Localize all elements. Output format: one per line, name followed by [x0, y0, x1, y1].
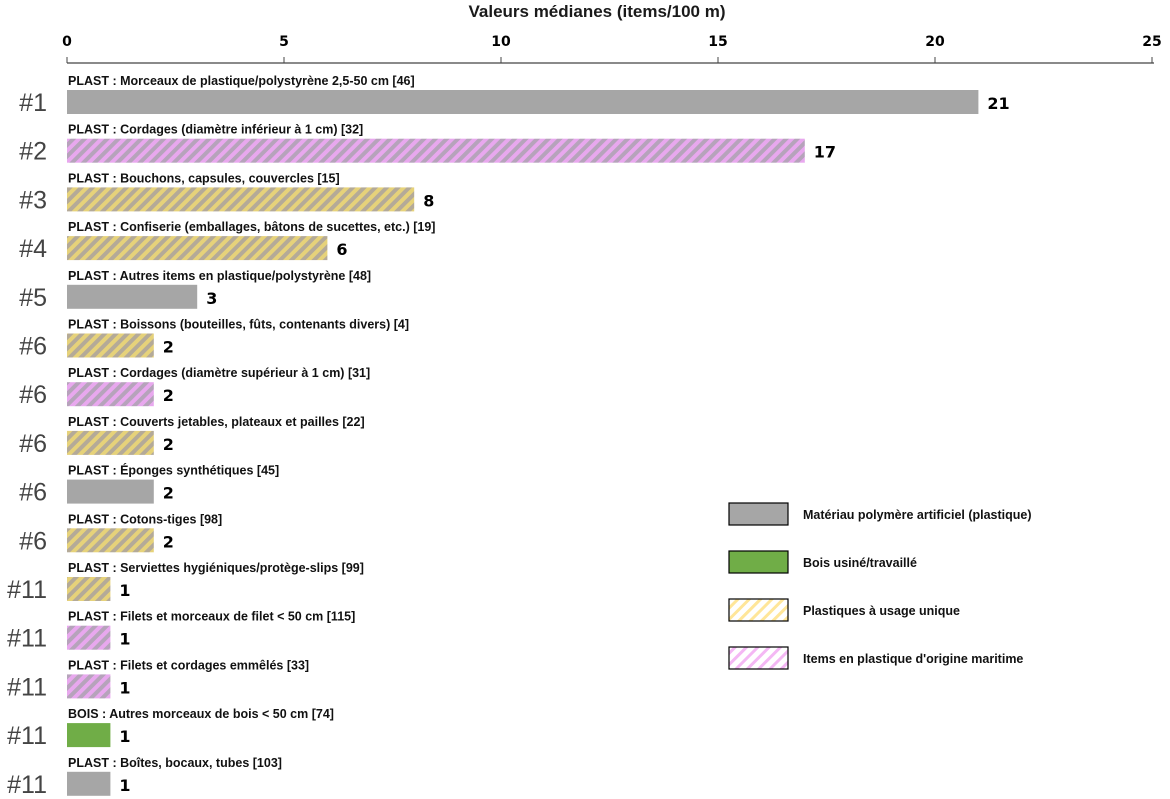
bar-value-label: 8 — [423, 191, 434, 210]
legend-swatch — [728, 502, 789, 526]
rank-label: #6 — [19, 333, 47, 361]
rank-label: #4 — [19, 235, 47, 263]
bar-row: BOIS : Autres morceaux de bois < 50 cm [… — [7, 707, 334, 750]
bar-row: PLAST : Morceaux de plastique/polystyrèn… — [19, 74, 1009, 117]
legend-label: Plastiques à usage unique — [803, 604, 960, 618]
bar-value-label: 2 — [163, 338, 174, 357]
bar-category-label: PLAST : Morceaux de plastique/polystyrèn… — [68, 74, 415, 88]
legend-label: Items en plastique d'origine maritime — [803, 652, 1023, 666]
bar-row: PLAST : Cordages (diamètre supérieur à 1… — [19, 366, 370, 409]
bar-row: PLAST : Bouchons, capsules, couvercles [… — [19, 171, 434, 214]
legend-item: Matériau polymère artificiel (plastique) — [728, 502, 1032, 526]
bar-row: PLAST : Serviettes hygiéniques/protège-s… — [7, 561, 364, 604]
x-axis-ticks: 0 5 10 15 20 25 — [62, 34, 1162, 63]
legend-swatch — [728, 646, 789, 670]
bar-row: PLAST : Boissons (bouteilles, fûts, cont… — [19, 318, 409, 361]
bar-value-label: 21 — [987, 94, 1009, 113]
x-tick-label: 0 — [62, 34, 72, 50]
legend-item: Items en plastique d'origine maritime — [728, 646, 1023, 670]
bar — [67, 90, 979, 114]
rank-label: #11 — [7, 673, 47, 701]
bar-row: PLAST : Filets et morceaux de filet < 50… — [7, 610, 355, 653]
bar-category-label: PLAST : Cotons-tiges [98] — [68, 512, 222, 526]
bar-rows: PLAST : Morceaux de plastique/polystyrèn… — [7, 74, 1010, 799]
bar — [67, 236, 328, 261]
bar-category-label: PLAST : Éponges synthétiques [45] — [68, 463, 279, 478]
bar-row: PLAST : Éponges synthétiques [45] #6 2 — [19, 463, 279, 507]
legend-item: Bois usiné/travaillé — [728, 550, 917, 574]
bar — [67, 479, 154, 504]
legend-label: Bois usiné/travaillé — [803, 556, 917, 570]
bar — [67, 430, 154, 455]
legend-swatch — [728, 550, 789, 574]
bar-row: PLAST : Cotons-tiges [98] #6 2 — [19, 512, 222, 555]
bar-category-label: PLAST : Confiserie (emballages, bâtons d… — [68, 220, 435, 234]
bar-value-label: 1 — [119, 776, 130, 795]
bar — [67, 625, 111, 650]
legend-item: Plastiques à usage unique — [728, 598, 960, 622]
bar — [67, 187, 415, 212]
bar — [67, 333, 154, 358]
bar-value-label: 1 — [119, 678, 130, 697]
bar-value-label: 17 — [814, 143, 836, 162]
rank-label: #6 — [19, 381, 47, 409]
bar-value-label: 2 — [163, 484, 174, 503]
bar-row: PLAST : Boîtes, bocaux, tubes [103] #11 1 — [7, 756, 282, 799]
rank-label: #5 — [19, 284, 47, 312]
rank-label: #11 — [7, 722, 47, 750]
bar-value-label: 2 — [163, 435, 174, 454]
bar-category-label: PLAST : Filets et morceaux de filet < 50… — [68, 610, 355, 624]
rank-label: #3 — [19, 186, 47, 214]
rank-label: #2 — [19, 138, 47, 166]
bar-category-label: PLAST : Cordages (diamètre inférieur à 1… — [68, 123, 363, 137]
bar-value-label: 2 — [163, 386, 174, 405]
bar-category-label: PLAST : Autres items en plastique/polyst… — [68, 269, 371, 283]
rank-label: #6 — [19, 479, 47, 507]
x-axis-title: Valeurs médianes (items/100 m) — [468, 2, 725, 21]
bar-category-label: PLAST : Boissons (bouteilles, fûts, cont… — [68, 318, 409, 332]
rank-label: #6 — [19, 430, 47, 458]
legend-swatch — [728, 598, 789, 622]
bar-value-label: 1 — [119, 727, 130, 746]
bar-row: PLAST : Confiserie (emballages, bâtons d… — [19, 220, 435, 263]
bar-row: PLAST : Cordages (diamètre inférieur à 1… — [19, 123, 836, 166]
bar-category-label: PLAST : Cordages (diamètre supérieur à 1… — [68, 366, 370, 380]
bar — [67, 771, 111, 796]
bar — [67, 723, 111, 748]
bar — [67, 674, 111, 699]
bar — [67, 138, 805, 163]
rank-label: #11 — [7, 771, 47, 799]
rank-label: #1 — [19, 89, 47, 117]
bar — [67, 577, 111, 601]
x-tick-label: 15 — [708, 34, 727, 50]
bar-category-label: PLAST : Couverts jetables, plateaux et p… — [68, 415, 365, 429]
bar — [67, 528, 154, 553]
x-tick-label: 20 — [925, 34, 945, 50]
bar-value-label: 3 — [206, 289, 217, 308]
rank-label: #11 — [7, 576, 47, 604]
rank-label: #11 — [7, 625, 47, 653]
bar-category-label: PLAST : Filets et cordages emmêlés [33] — [68, 658, 309, 672]
bar-value-label: 1 — [119, 630, 130, 649]
bar — [67, 382, 154, 407]
x-tick-label: 25 — [1142, 34, 1161, 50]
rank-label: #6 — [19, 527, 47, 555]
bar-value-label: 6 — [336, 240, 347, 259]
bar-value-label: 2 — [163, 532, 174, 551]
bar-value-label: 1 — [119, 581, 130, 600]
bar-category-label: BOIS : Autres morceaux de bois < 50 cm [… — [68, 707, 334, 721]
bar-category-label: PLAST : Bouchons, capsules, couvercles [… — [68, 171, 340, 185]
bar-category-label: PLAST : Serviettes hygiéniques/protège-s… — [68, 561, 364, 575]
legend: Matériau polymère artificiel (plastique)… — [728, 502, 1032, 670]
x-tick-label: 5 — [279, 34, 289, 50]
bar-row: PLAST : Autres items en plastique/polyst… — [19, 269, 371, 312]
bar-row: PLAST : Couverts jetables, plateaux et p… — [19, 415, 364, 458]
legend-label: Matériau polymère artificiel (plastique) — [803, 508, 1032, 522]
bar-row: PLAST : Filets et cordages emmêlés [33] #… — [7, 658, 309, 701]
x-tick-label: 10 — [491, 34, 511, 50]
bar — [67, 284, 198, 309]
bar-category-label: PLAST : Boîtes, bocaux, tubes [103] — [68, 756, 282, 770]
